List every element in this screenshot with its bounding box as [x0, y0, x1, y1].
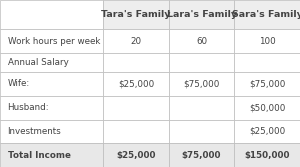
Text: Tara's Family: Tara's Family — [101, 10, 171, 19]
Text: 60: 60 — [196, 37, 207, 46]
Text: Annual Salary: Annual Salary — [8, 58, 68, 67]
Text: $25,000: $25,000 — [116, 151, 156, 160]
Bar — [169, 72, 234, 96]
Bar — [103, 72, 169, 96]
Bar — [169, 96, 234, 120]
Bar — [0, 0, 103, 29]
Bar — [234, 96, 300, 120]
Text: Wife:: Wife: — [8, 79, 30, 88]
Text: Sara's Family: Sara's Family — [232, 10, 300, 19]
Bar — [103, 120, 169, 143]
Bar — [169, 0, 234, 29]
Text: Work hours per week: Work hours per week — [8, 37, 100, 46]
Bar — [103, 53, 169, 72]
Text: $50,000: $50,000 — [249, 103, 285, 112]
Text: Investments: Investments — [8, 127, 61, 136]
Bar — [234, 53, 300, 72]
Bar — [103, 0, 169, 29]
Bar — [0, 29, 103, 53]
Bar — [234, 0, 300, 29]
Bar — [169, 29, 234, 53]
Bar — [0, 143, 103, 167]
Text: $75,000: $75,000 — [183, 79, 220, 88]
Text: $75,000: $75,000 — [182, 151, 221, 160]
Bar — [0, 72, 103, 96]
Text: Husband:: Husband: — [8, 103, 49, 112]
Text: $150,000: $150,000 — [244, 151, 290, 160]
Bar — [103, 143, 169, 167]
Bar — [0, 53, 103, 72]
Text: $25,000: $25,000 — [249, 127, 285, 136]
Bar — [234, 143, 300, 167]
Bar — [103, 96, 169, 120]
Text: $75,000: $75,000 — [249, 79, 285, 88]
Bar — [169, 53, 234, 72]
Bar — [169, 143, 234, 167]
Text: 100: 100 — [259, 37, 275, 46]
Bar — [0, 120, 103, 143]
Bar — [0, 96, 103, 120]
Bar — [103, 29, 169, 53]
Bar — [234, 29, 300, 53]
Bar — [234, 120, 300, 143]
Bar — [169, 120, 234, 143]
Text: 20: 20 — [130, 37, 142, 46]
Text: Total Income: Total Income — [8, 151, 70, 160]
Text: Lara's Family: Lara's Family — [167, 10, 237, 19]
Text: $25,000: $25,000 — [118, 79, 154, 88]
Bar — [234, 72, 300, 96]
